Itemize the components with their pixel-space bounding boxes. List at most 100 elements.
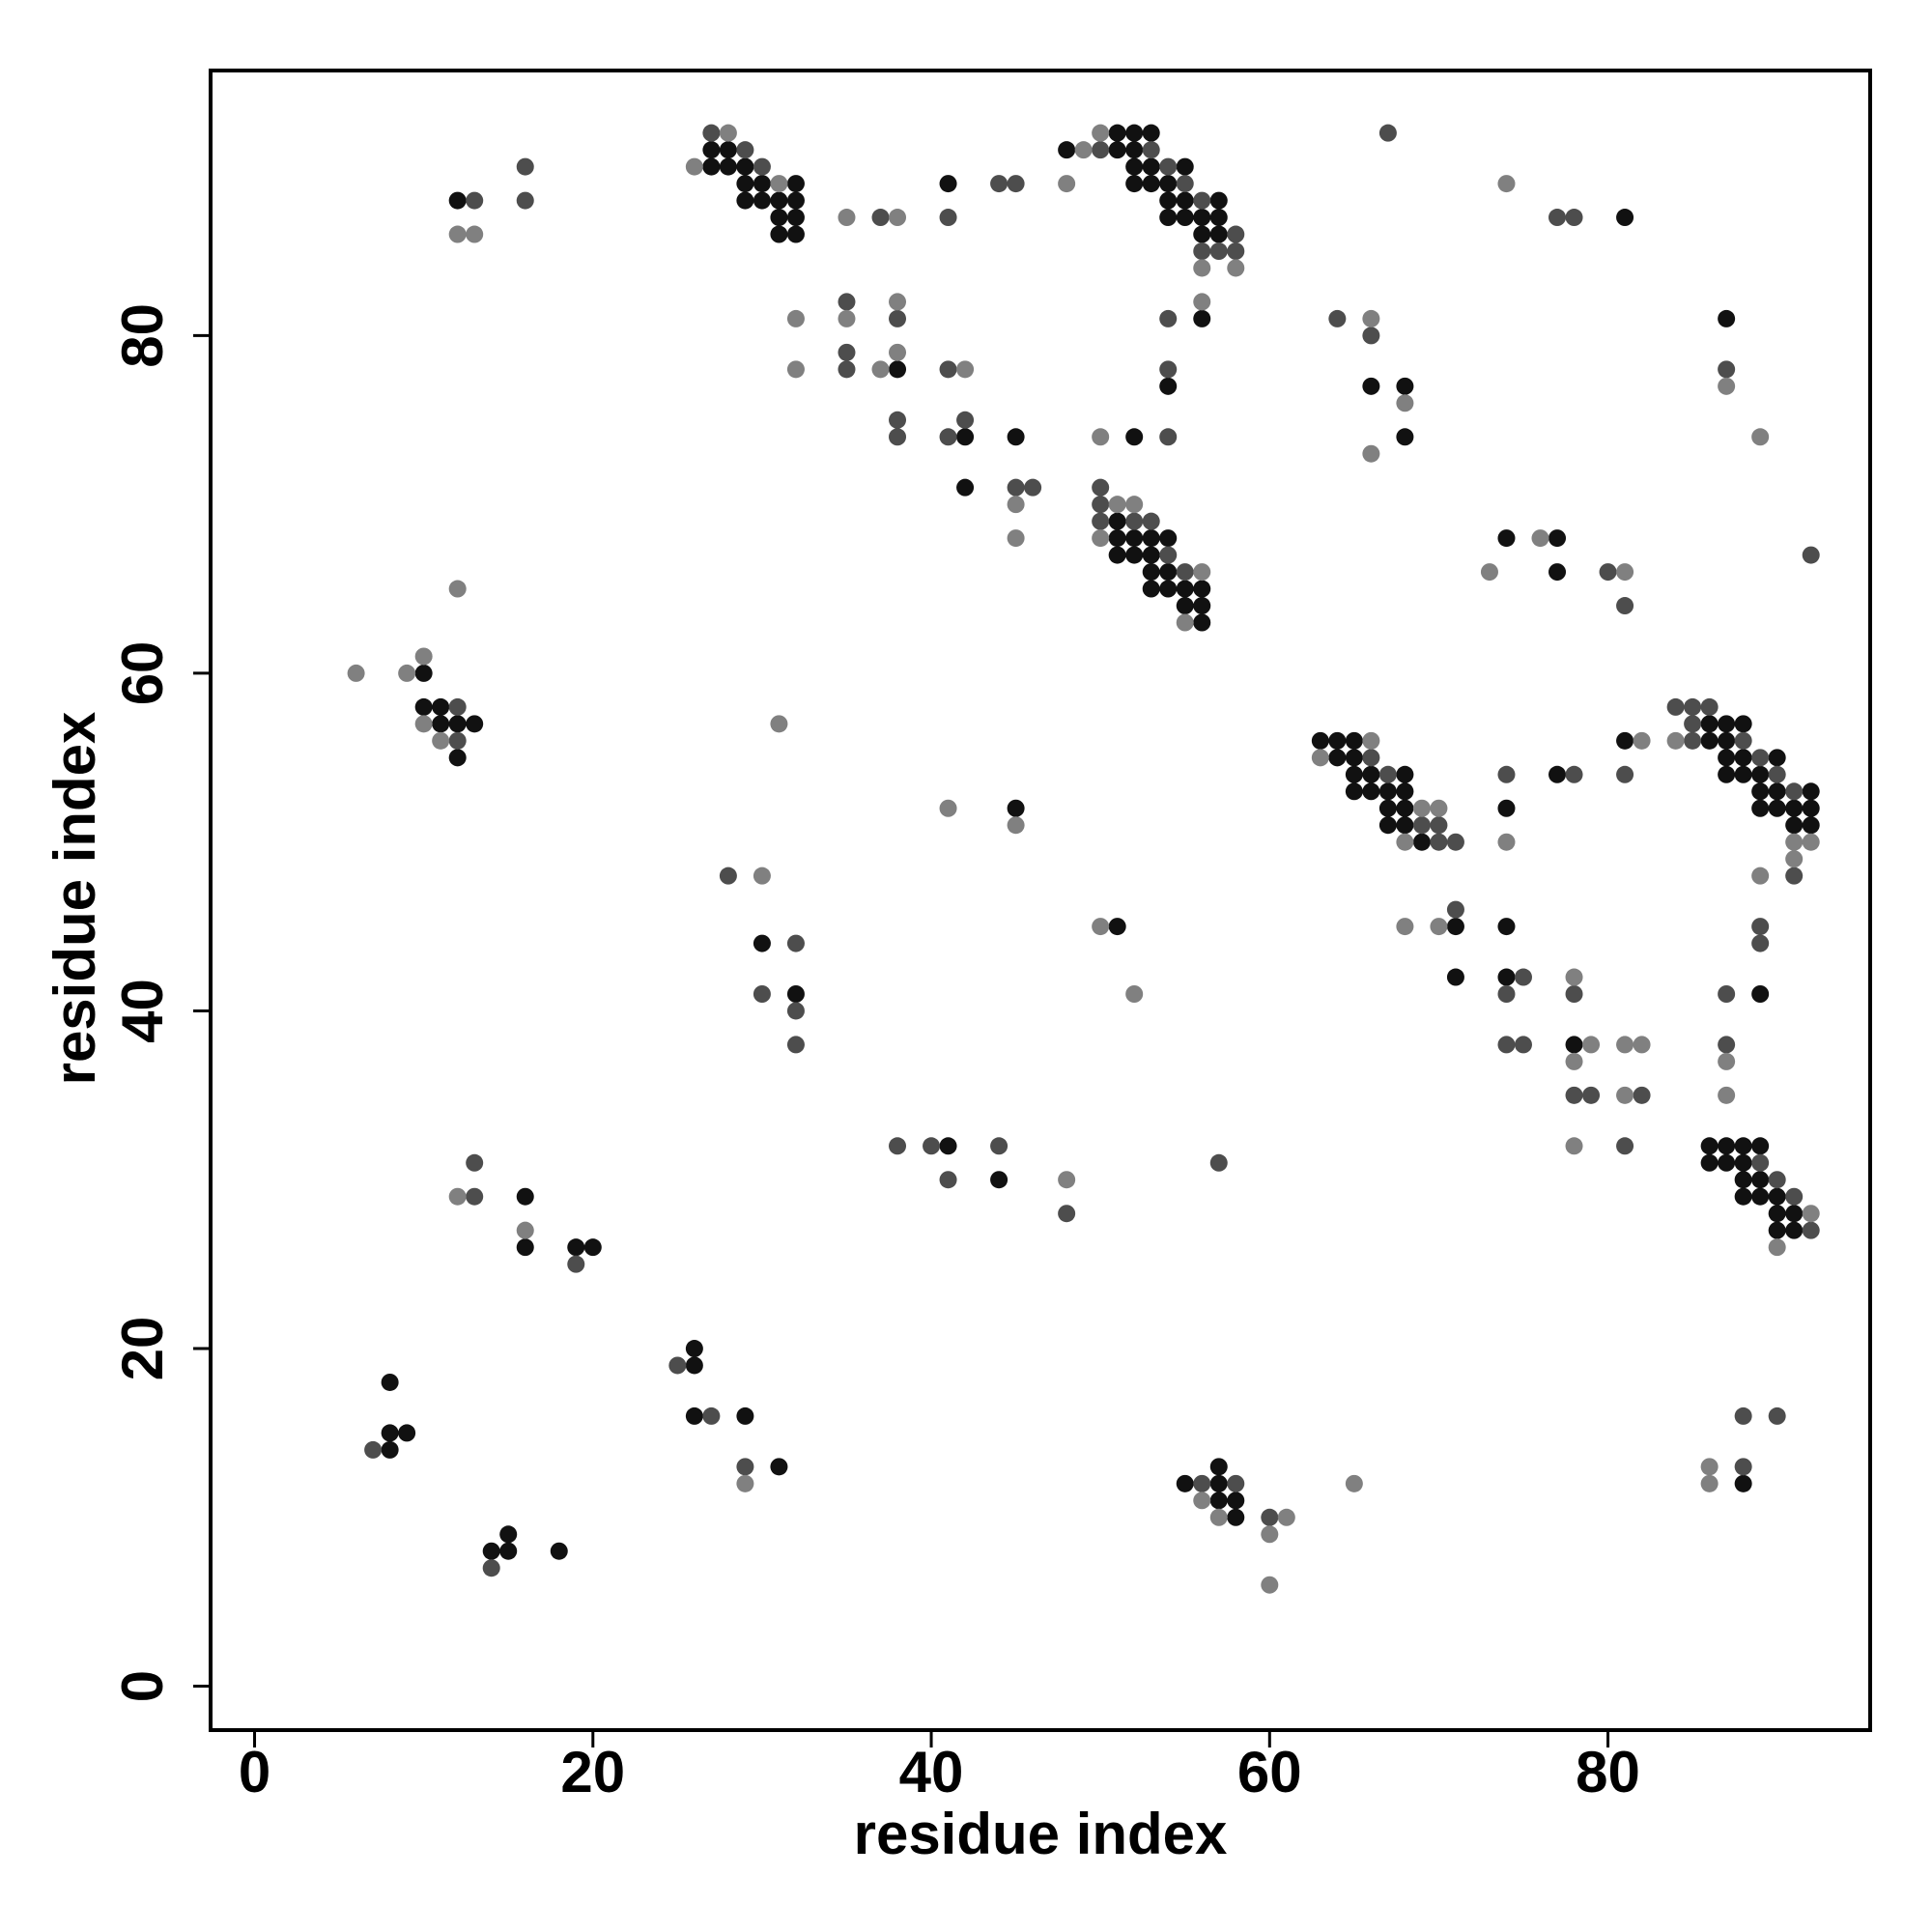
contact-point	[786, 225, 805, 243]
contact-point	[1396, 782, 1414, 801]
contact-point	[1734, 1474, 1752, 1492]
contact-point	[516, 1221, 534, 1239]
contact-point	[770, 1458, 788, 1476]
contact-point	[1142, 124, 1160, 142]
contact-point	[1142, 546, 1160, 564]
contact-point	[1007, 529, 1025, 548]
contact-point	[1768, 1187, 1786, 1206]
x-tick-label: 40	[899, 1740, 964, 1804]
contact-point	[736, 141, 754, 159]
contact-point	[1446, 918, 1464, 936]
contact-point	[414, 647, 433, 666]
contact-point	[1497, 968, 1516, 986]
contact-point	[1362, 444, 1380, 463]
y-tick-label: 60	[110, 641, 175, 706]
contact-point	[482, 1542, 500, 1560]
contact-point	[1362, 765, 1380, 783]
contact-point	[1666, 731, 1685, 750]
contact-point	[939, 799, 957, 817]
contact-point	[1565, 765, 1583, 783]
contact-point	[889, 343, 907, 361]
contact-point	[1718, 749, 1736, 767]
contact-point	[1125, 428, 1144, 446]
contact-point	[1565, 1052, 1583, 1070]
contact-point	[1108, 124, 1126, 142]
contact-point	[1058, 141, 1076, 159]
contact-point	[1345, 749, 1363, 767]
contact-point	[1446, 968, 1464, 986]
contact-point	[1700, 1153, 1719, 1172]
contact-point	[1142, 580, 1160, 598]
contact-point	[685, 157, 703, 176]
contact-point	[1497, 529, 1516, 548]
contact-point	[1159, 563, 1178, 582]
contact-point	[786, 175, 805, 193]
contact-point	[786, 984, 805, 1003]
contact-point	[1446, 833, 1464, 851]
contact-point	[770, 209, 788, 227]
contact-point	[1802, 1205, 1820, 1223]
contact-point	[1616, 1137, 1634, 1155]
contact-point	[516, 1187, 534, 1206]
contact-point	[990, 1137, 1009, 1155]
contact-point	[499, 1542, 518, 1560]
contact-point	[702, 124, 721, 142]
contact-point	[1125, 529, 1144, 548]
contact-point	[1159, 529, 1178, 548]
contact-point	[1159, 157, 1178, 176]
contact-point	[1751, 934, 1770, 952]
contact-point	[939, 1137, 957, 1155]
contact-point	[770, 175, 788, 193]
contact-point	[448, 715, 467, 733]
contact-point	[1125, 512, 1144, 530]
contact-point	[1193, 1492, 1211, 1510]
contact-point	[1378, 799, 1397, 817]
contact-point	[1751, 867, 1770, 885]
y-tick-label: 0	[110, 1670, 175, 1702]
contact-point	[1514, 1036, 1532, 1054]
contact-point	[466, 225, 484, 243]
contact-point	[1108, 512, 1126, 530]
contact-point	[1633, 731, 1651, 750]
contact-point	[786, 1036, 805, 1054]
contact-point	[516, 1238, 534, 1257]
contact-point	[1193, 242, 1211, 261]
contact-point	[1362, 327, 1380, 345]
contact-point	[1142, 529, 1160, 548]
contact-point	[1497, 833, 1516, 851]
contact-point	[1548, 209, 1567, 227]
contact-point	[1227, 1492, 1245, 1510]
contact-point	[838, 293, 856, 311]
contact-point	[1159, 580, 1178, 598]
contact-point	[364, 1440, 383, 1459]
contact-point	[1378, 765, 1397, 783]
contact-point	[753, 984, 771, 1003]
contact-point	[1159, 209, 1178, 227]
contact-point	[956, 411, 975, 429]
contact-point	[889, 309, 907, 327]
contact-point	[1092, 529, 1110, 548]
contact-point	[786, 360, 805, 379]
contact-point	[1362, 749, 1380, 767]
contact-point	[838, 209, 856, 227]
contact-point	[1718, 377, 1736, 395]
contact-point	[1734, 1458, 1752, 1476]
contact-point	[1565, 1137, 1583, 1155]
contact-point	[1718, 309, 1736, 327]
contact-point	[753, 175, 771, 193]
contact-point	[583, 1238, 602, 1257]
contact-point	[1159, 191, 1178, 210]
contact-point	[1700, 731, 1719, 750]
contact-point	[398, 1424, 416, 1442]
contact-point	[1227, 1474, 1245, 1492]
contact-point	[432, 731, 450, 750]
contact-point	[466, 715, 484, 733]
contact-point	[1396, 816, 1414, 835]
contact-point	[1582, 1036, 1601, 1054]
contact-point	[1058, 1171, 1076, 1189]
contact-point	[736, 1458, 754, 1476]
contact-point	[1277, 1508, 1295, 1526]
contact-point	[1193, 613, 1211, 632]
contact-point	[1497, 175, 1516, 193]
y-tick-label: 40	[110, 979, 175, 1043]
